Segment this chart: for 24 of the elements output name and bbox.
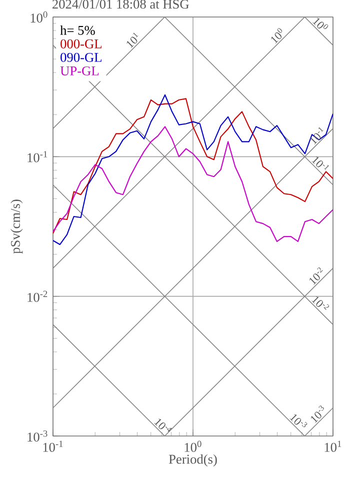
x-tick-label: 10$^{1}$ xyxy=(324,440,342,452)
x-tick-label: 10$^{-1}$ xyxy=(43,440,63,452)
y-tick-label: 10$^{-3}$ xyxy=(28,430,48,442)
y-axis-title: pSv(cm/s) xyxy=(10,200,23,254)
annotation: 10$^{-4}$ xyxy=(154,418,172,432)
annotation: 10$^{-1}$ xyxy=(312,156,329,170)
x-axis-title: Period(s) xyxy=(168,454,217,466)
annotation: 10$^{-2}$ xyxy=(312,296,330,310)
y-tick-label: 10$^{0}$ xyxy=(30,11,48,23)
annotation: 10$^{0}$ xyxy=(271,28,282,44)
chart-title: 2024/01/01 18:08 at HSG xyxy=(52,0,189,9)
legend-title: h= 5% xyxy=(60,25,95,35)
annotation: 10$^{-2}$ xyxy=(309,267,323,285)
annotation: 10$^{-3}$ xyxy=(310,406,324,424)
text: 000-GL xyxy=(60,39,102,48)
annotation: 10$^{-1}$ xyxy=(310,127,324,144)
y-tick-label: 10$^{-1}$ xyxy=(28,151,48,162)
text: 090-GL xyxy=(60,52,102,62)
annotation: 10$^{-3}$ xyxy=(290,414,308,428)
annotation: 10$^{0}$ xyxy=(312,18,328,30)
x-tick-label: 10$^{0}$ xyxy=(184,440,202,452)
annotation: 10$^{1}$ xyxy=(126,32,138,48)
y-tick-label: 10$^{-2}$ xyxy=(28,290,48,302)
text: UP-GL xyxy=(60,66,99,76)
